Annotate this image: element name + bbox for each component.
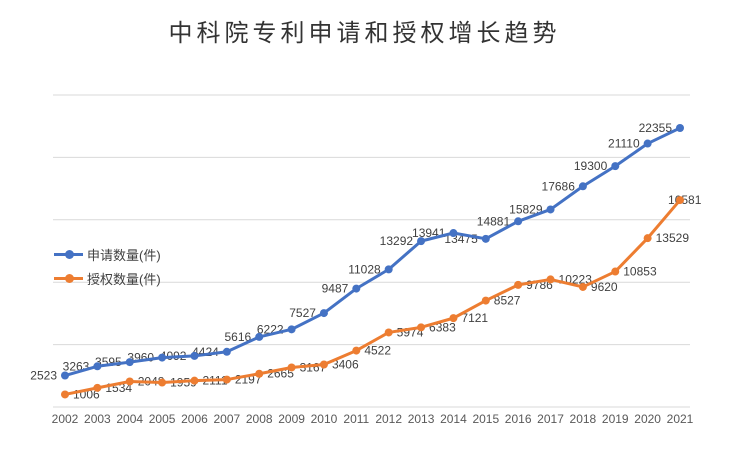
data-point-marker — [676, 196, 684, 205]
data-point-marker — [222, 375, 231, 384]
data-point-marker — [255, 332, 264, 341]
data-point-marker — [255, 369, 264, 378]
x-axis-label: 2018 — [570, 412, 597, 426]
data-point-label: 11028 — [348, 262, 381, 276]
data-point-marker — [417, 237, 426, 246]
data-point-label: 2523 — [30, 369, 57, 383]
data-point-marker — [158, 378, 167, 387]
legend-item-applications: 申请数量(件) — [54, 243, 161, 266]
x-axis-label: 2007 — [213, 412, 240, 426]
data-point-marker — [643, 139, 652, 148]
data-point-marker — [287, 363, 296, 372]
legend-dot-icon — [65, 250, 74, 259]
x-axis-label: 2008 — [246, 412, 273, 426]
data-point-marker — [417, 323, 426, 332]
chart-title: 中科院专利申请和授权增长趋势 — [168, 20, 561, 47]
data-point-label: 5616 — [225, 330, 252, 344]
data-point-label: 14881 — [477, 214, 511, 228]
x-axis-label: 2010 — [311, 412, 338, 426]
data-point-label: 17686 — [542, 179, 576, 193]
legend-label-grants: 授权数量(件) — [87, 272, 161, 287]
data-point-marker — [514, 280, 523, 289]
legend-item-grants: 授权数量(件) — [54, 267, 161, 290]
data-point-label: 8527 — [494, 294, 521, 308]
data-point-marker — [611, 162, 620, 171]
x-axis-label: 2014 — [440, 412, 467, 426]
data-point-marker — [578, 182, 587, 191]
series-line — [63, 198, 682, 396]
x-axis-label: 2003 — [84, 412, 111, 426]
legend-line-marker-grants — [54, 274, 83, 283]
data-point-label: 7121 — [461, 311, 488, 325]
data-point-label: 16581 — [668, 193, 702, 207]
data-point-marker — [125, 358, 134, 367]
x-axis-label: 2004 — [116, 412, 143, 426]
data-point-label: 13529 — [656, 231, 690, 245]
series-line — [63, 126, 682, 378]
data-point-label: 9487 — [322, 282, 349, 296]
data-point-label: 19300 — [574, 159, 608, 173]
chart-legend: 申请数量(件) 授权数量(件) — [54, 243, 161, 290]
data-point-label: 7527 — [289, 306, 316, 320]
data-point-label: 10853 — [623, 265, 657, 279]
data-point-marker — [287, 325, 296, 334]
data-point-label: 9620 — [591, 280, 618, 294]
x-axis-label: 2015 — [472, 412, 499, 426]
data-point-marker — [546, 275, 555, 284]
data-point-marker — [481, 234, 490, 243]
data-point-marker — [514, 217, 523, 226]
data-point-marker — [449, 229, 458, 238]
data-point-marker — [190, 376, 199, 385]
data-point-marker — [449, 314, 458, 323]
data-point-marker — [352, 284, 361, 293]
x-axis-label: 2013 — [408, 412, 435, 426]
data-point-marker — [546, 205, 555, 214]
data-point-marker — [481, 296, 490, 305]
x-axis-label: 2005 — [149, 412, 176, 426]
legend-line-marker-applications — [54, 250, 83, 259]
data-point-marker — [676, 124, 684, 133]
data-point-marker — [643, 234, 652, 243]
data-point-label: 22355 — [639, 121, 673, 135]
data-point-marker — [384, 328, 393, 337]
data-point-label: 3406 — [332, 357, 359, 371]
data-point-marker — [93, 383, 102, 392]
x-axis-label: 2020 — [634, 412, 661, 426]
x-axis-label: 2019 — [602, 412, 629, 426]
x-axis-label: 2002 — [52, 412, 79, 426]
data-point-marker — [578, 282, 587, 291]
data-point-label: 13292 — [380, 234, 414, 248]
data-point-marker — [352, 346, 361, 355]
data-point-label: 21110 — [608, 137, 640, 151]
data-point-marker — [158, 353, 167, 362]
data-point-marker — [384, 265, 393, 274]
legend-dot-icon — [65, 274, 74, 283]
data-point-marker — [222, 347, 231, 356]
data-point-marker — [319, 360, 328, 369]
data-point-label: 4522 — [364, 344, 391, 358]
legend-label-applications: 申请数量(件) — [87, 248, 161, 263]
data-point-label: 15829 — [509, 202, 543, 216]
x-axis-label: 2012 — [375, 412, 402, 426]
x-axis-label: 2006 — [181, 412, 208, 426]
data-point-marker — [125, 377, 134, 386]
data-point-marker — [611, 267, 620, 276]
data-point-marker — [190, 351, 199, 360]
data-point-marker — [61, 390, 69, 399]
data-point-marker — [93, 362, 102, 371]
x-axis-label: 2021 — [667, 412, 694, 426]
x-axis-label: 2016 — [505, 412, 532, 426]
x-axis-label: 2009 — [278, 412, 305, 426]
data-point-marker — [319, 309, 328, 318]
x-axis-label: 2011 — [343, 412, 369, 426]
data-point-marker — [61, 371, 69, 380]
x-axis-label: 2017 — [537, 412, 564, 426]
